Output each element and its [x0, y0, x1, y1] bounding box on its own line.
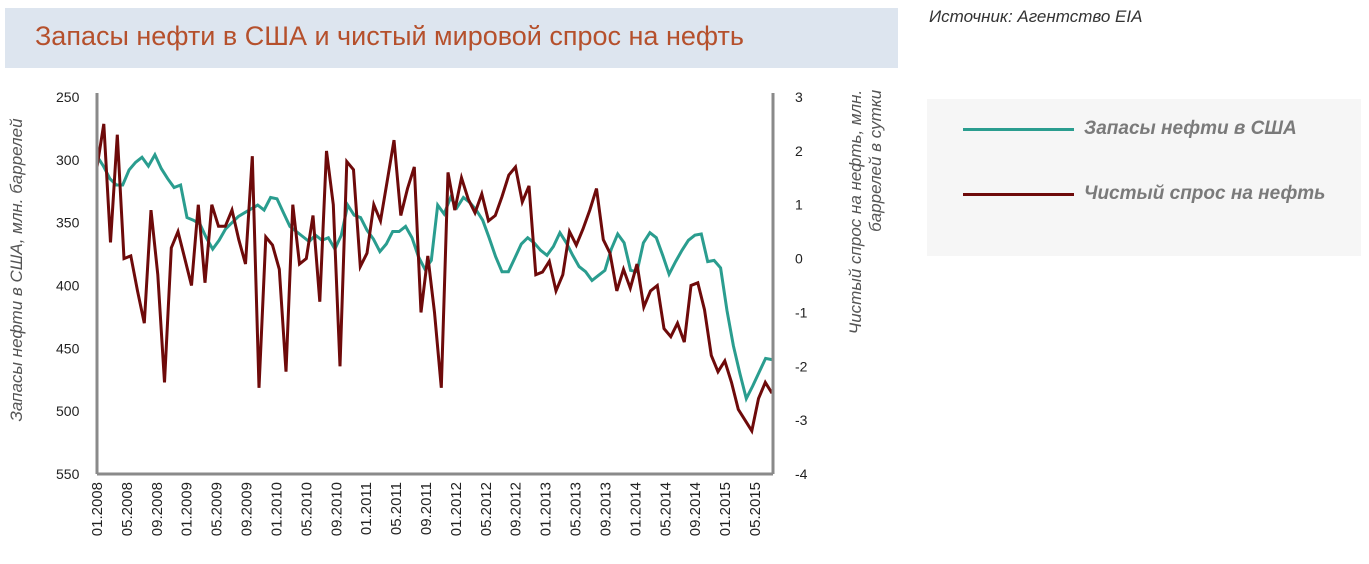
- x-tick-label: 01.2013: [538, 482, 555, 536]
- source-note: Источник: Агентство EIA: [929, 7, 1143, 26]
- legend-label: Чистый спрос на нефть: [1084, 183, 1326, 204]
- x-tick-label: 01.2008: [89, 482, 106, 536]
- x-tick-label: 05.2008: [119, 482, 136, 536]
- x-tick-label: 01.2014: [627, 482, 644, 536]
- x-tick-label: 09.2013: [597, 482, 614, 536]
- left-tick-label: 300: [56, 152, 80, 168]
- x-axis-ticks: 01.2008 05.2008 09.2008 01.2009 05.2009 09.20…: [89, 482, 764, 536]
- x-tick-label: 05.2009: [209, 482, 226, 536]
- left-tick-label: 250: [56, 89, 80, 105]
- legend-item-stocks: Запасы нефти в США: [963, 114, 1297, 144]
- legend-label: Запасы нефти в США: [1084, 118, 1297, 139]
- left-tick-label: 500: [56, 403, 80, 419]
- x-tick-label: 09.2010: [328, 482, 345, 536]
- left-tick-label: 350: [56, 215, 80, 231]
- right-tick-label: -1: [795, 304, 808, 320]
- x-tick-label: 05.2012: [478, 482, 495, 536]
- x-tick-label: 05.2010: [298, 482, 315, 536]
- x-tick-label: 05.2015: [747, 482, 764, 536]
- right-tick-label: 3: [795, 89, 803, 105]
- right-tick-label: -3: [795, 412, 808, 428]
- right-tick-label: -4: [795, 466, 808, 482]
- x-tick-label: 09.2009: [239, 482, 256, 536]
- legend-swatch-teal-icon: [963, 127, 1074, 131]
- chart-title: Запасы нефти в США и чистый мировой спро…: [35, 21, 744, 51]
- x-tick-label: 01.2011: [358, 482, 375, 535]
- legend: Запасы нефти в США Чистый спрос на нефть: [927, 99, 1361, 256]
- right-tick-label: -2: [795, 358, 808, 374]
- right-tick-label: 1: [795, 197, 803, 213]
- series-line-stocks: [95, 151, 773, 403]
- left-tick-label: 450: [56, 340, 80, 356]
- series-line-demand: [95, 123, 774, 435]
- left-axis-ticks: 250 300 350 400 450 500 550: [56, 89, 80, 482]
- x-tick-label: 09.2014: [687, 482, 704, 536]
- legend-swatch-maroon-icon: [963, 192, 1074, 196]
- title-banner: Запасы нефти в США и чистый мировой спро…: [5, 8, 898, 68]
- x-tick-label: 01.2012: [448, 482, 465, 536]
- right-axis-ticks: 3 2 1 0 -1 -2 -3 -4: [795, 89, 808, 482]
- x-tick-label: 01.2015: [717, 482, 734, 536]
- x-tick-label: 01.2010: [268, 482, 285, 536]
- x-tick-label: 09.2008: [149, 482, 166, 536]
- legend-item-demand: Чистый спрос на нефть: [963, 179, 1325, 209]
- axes: [95, 93, 775, 476]
- left-tick-label: 400: [56, 278, 80, 294]
- x-tick-label: 05.2014: [657, 482, 674, 536]
- x-tick-label: 05.2011: [388, 482, 405, 535]
- left-tick-label: 550: [56, 466, 80, 482]
- right-tick-label: 0: [795, 251, 803, 267]
- x-tick-label: 09.2011: [418, 482, 435, 535]
- x-tick-label: 01.2009: [179, 482, 196, 536]
- x-tick-label: 09.2012: [508, 482, 525, 536]
- plot-lines: [95, 123, 774, 435]
- right-tick-label: 2: [795, 143, 803, 159]
- x-tick-label: 05.2013: [568, 482, 585, 536]
